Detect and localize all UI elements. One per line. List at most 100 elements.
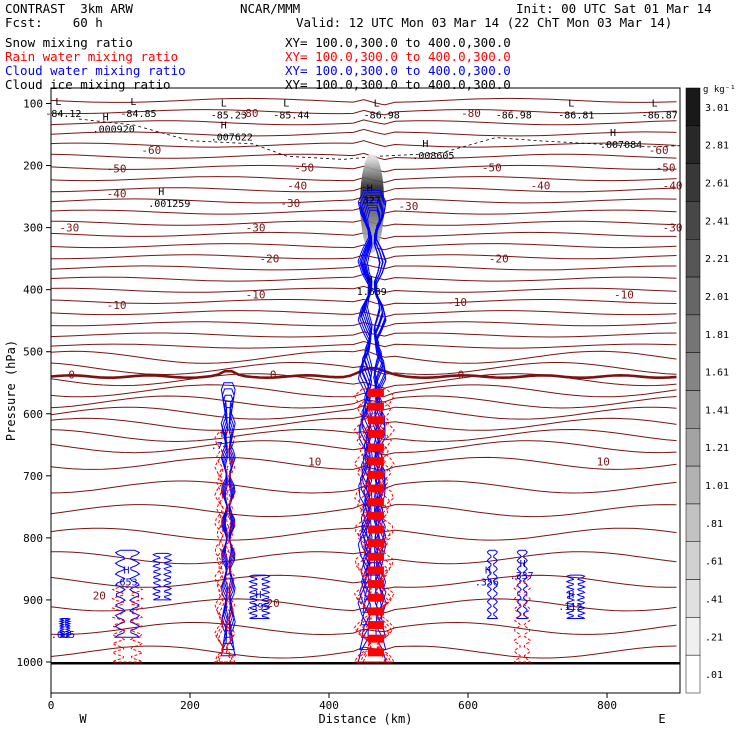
isotherm-label: -10 — [614, 289, 634, 302]
rain-contour — [513, 574, 532, 663]
extremum-value: .007084 — [600, 140, 642, 151]
colorbar-label: 1.41 — [705, 405, 729, 416]
isotherm — [50, 395, 677, 409]
colorbar-label: .81 — [705, 519, 723, 530]
isotherm-label: -80 — [461, 107, 481, 120]
field-snow-label: Snow mixing ratio — [5, 35, 133, 50]
colorbar-swatch — [685, 87, 701, 127]
field-snow-xy: XY= 100.0,300.0 to 400.0,300.0 — [285, 35, 511, 50]
rain-core — [367, 634, 384, 643]
isotherm-label: -10 — [246, 289, 266, 302]
rain-core — [367, 484, 384, 493]
rain-core — [367, 525, 384, 534]
isotherm-label: -30 — [399, 200, 419, 213]
isotherm-label: 0 — [68, 369, 75, 382]
extremum-marker: L — [374, 99, 380, 110]
isotherm-label: 0 — [270, 369, 277, 382]
forecast-hour: Fcst: 60 h — [5, 15, 103, 30]
extremum-marker: L — [568, 99, 574, 110]
mixing-ratio-contours — [58, 152, 586, 663]
y-tick-label: 700 — [23, 470, 43, 483]
colorbar-label: 2.61 — [705, 179, 729, 190]
extremum-value: .356 — [475, 577, 499, 588]
isotherm-label: -30 — [280, 197, 300, 210]
extremum-value: -84.85 — [120, 109, 156, 120]
y-tick-label: 600 — [23, 408, 43, 421]
isotherm — [50, 524, 677, 541]
extremum-value: .001259 — [148, 199, 190, 210]
cloud-water-contour — [58, 618, 72, 638]
isotherm — [50, 140, 677, 148]
extremum-value: -84.12 — [45, 109, 81, 120]
extremum-value: 1.639 — [357, 287, 387, 298]
colorbar-label: 2.01 — [705, 292, 729, 303]
colorbar-label: 2.21 — [705, 254, 729, 265]
colorbar-swatch — [685, 541, 701, 580]
isotherm — [50, 384, 677, 398]
extremum-value: -86.98 — [496, 111, 532, 122]
colorbar: 3.01 2.81 2.61 2.41 2.21 2.01 1.81 1.61 1.41 1.21… — [685, 85, 736, 694]
isotherm-label: -30 — [246, 222, 266, 235]
field-cloudwater-xy: XY= 100.0,300.0 to 400.0,300.0 — [285, 63, 511, 78]
y-tick-label: 800 — [23, 532, 43, 545]
isotherm — [50, 331, 677, 338]
isotherm — [50, 243, 677, 251]
rain-core — [367, 498, 384, 507]
rain-core — [367, 457, 384, 466]
y-tick-label: 900 — [23, 594, 43, 607]
organization: NCAR/MMM — [240, 1, 301, 16]
extremum-value: .000920 — [93, 124, 135, 135]
y-tick-label: 400 — [23, 284, 43, 297]
isotherm — [50, 119, 677, 126]
extremum-value: -85.23 — [211, 111, 247, 122]
extremum-marker: H — [610, 128, 616, 139]
isotherm-label: -50 — [294, 161, 314, 174]
isotherm-label: -60 — [649, 144, 669, 157]
cloud-water-contour — [516, 549, 529, 619]
rain-core — [367, 552, 384, 561]
colorbar-swatch — [685, 465, 701, 505]
colorbar-label: .61 — [705, 557, 723, 568]
extremum-value: -85.44 — [273, 111, 309, 122]
colorbar-swatch — [685, 503, 701, 542]
rain-contour — [110, 587, 145, 663]
colorbar-label: 1.61 — [705, 368, 729, 379]
cloud-water-contour — [366, 209, 381, 564]
y-axis-label: Pressure (hPa) — [4, 340, 18, 441]
colorbar-label: 3.01 — [705, 103, 729, 114]
isotherm-label: 20 — [266, 597, 279, 610]
cloud-water-contour — [248, 574, 271, 619]
extremum-marker: L — [55, 97, 61, 108]
x-end-right: E — [658, 712, 665, 726]
y-tick-label: 300 — [23, 222, 43, 235]
isotherm-label: -40 — [107, 187, 127, 200]
colorbar-label: .01 — [705, 670, 723, 681]
isotherm — [50, 349, 677, 364]
field-rain-label: Rain water mixing ratio — [5, 49, 179, 64]
extremum-marker: H — [221, 429, 227, 440]
cloud-water-contour — [486, 549, 499, 619]
isotherm — [50, 109, 677, 116]
colorbar-label: .21 — [705, 632, 723, 643]
extremum-marker: L — [283, 99, 289, 110]
field-cloudwater-label: Cloud water mixing ratio — [5, 63, 186, 78]
colorbar-swatch — [685, 239, 701, 278]
x-tick-label: 200 — [180, 699, 200, 712]
colorbar-swatch — [685, 314, 701, 353]
y-tick-label: 100 — [23, 98, 43, 111]
isotherm — [50, 97, 677, 106]
isotherm — [50, 164, 677, 173]
colorbar-swatch — [685, 201, 701, 240]
y-tick-label: 1000 — [17, 656, 44, 669]
extremum-value: .395 — [246, 602, 270, 613]
extremum-marker: H — [61, 618, 67, 629]
isotherm-label: -40 — [287, 179, 307, 192]
x-tick-label: 400 — [319, 699, 339, 712]
x-tick-label: 800 — [597, 699, 617, 712]
extremum-marker: H — [485, 565, 491, 576]
isotherm — [50, 298, 677, 306]
extrema-labels: L-84.12L-84.85L-85.23L-85.44L-86.98L-86.… — [45, 97, 677, 641]
extremum-value: .747 — [211, 441, 235, 452]
field-rain-xy: XY= 100.0,300.0 to 400.0,300.0 — [285, 49, 511, 64]
